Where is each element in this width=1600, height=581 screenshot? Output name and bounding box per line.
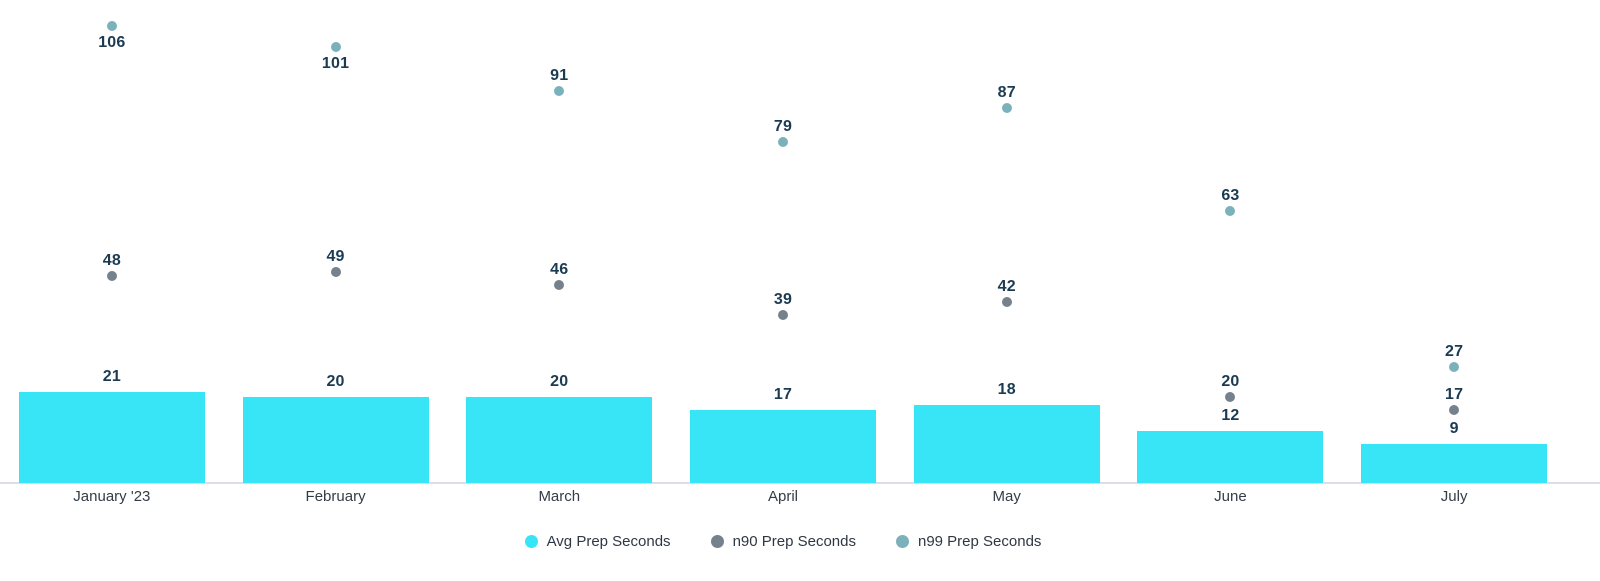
bar-january-23[interactable]: [18, 392, 205, 483]
legend-item-n90-prep-seconds[interactable]: n90 Prep Seconds: [710, 533, 856, 550]
bar-july[interactable]: [1361, 444, 1548, 483]
bar-may[interactable]: [913, 405, 1100, 483]
legend-label-n90-prep-seconds: n90 Prep Seconds: [732, 533, 856, 550]
bar-value-label: 12: [1221, 407, 1240, 425]
x-axis-label-april: April: [767, 488, 798, 505]
x-axis-label-june: June: [1214, 488, 1247, 505]
bar-value-label: 21: [102, 368, 121, 386]
legend-item-avg-prep-seconds[interactable]: Avg Prep Seconds: [524, 533, 671, 550]
bar-value-label: 20: [326, 372, 345, 390]
point-value-label: 91: [550, 66, 569, 84]
bar-value-label: 18: [997, 381, 1016, 399]
n90-point[interactable]: [106, 271, 117, 281]
x-axis-label-february: February: [305, 488, 366, 505]
legend-label-avg-prep-seconds: Avg Prep Seconds: [546, 533, 671, 550]
point-value-label: 79: [773, 118, 793, 136]
bar-april[interactable]: [690, 409, 876, 483]
n90-point[interactable]: [778, 309, 788, 320]
point-value-label: 17: [1445, 385, 1464, 403]
bar-value-label: 20: [550, 372, 569, 390]
n99-point[interactable]: [778, 137, 788, 148]
n99-point[interactable]: [106, 20, 117, 31]
point-value-label: 101: [321, 55, 350, 73]
bar-june[interactable]: [1137, 431, 1324, 483]
n90-point[interactable]: [554, 279, 565, 290]
point-value-label: 49: [326, 247, 345, 265]
legend: Avg Prep Seconds n90 Prep Seconds n99 Pr…: [0, 533, 1566, 550]
point-value-label: 48: [102, 252, 121, 269]
n90-point[interactable]: [1449, 404, 1460, 415]
x-axis-label-may: May: [992, 488, 1021, 505]
n90-point[interactable]: [330, 266, 341, 277]
x-axis-label-july: July: [1440, 488, 1468, 505]
point-value-label: 27: [1445, 342, 1464, 360]
x-axis-baseline: [0, 482, 1600, 484]
point-value-label: 20: [1221, 372, 1240, 390]
point-value-label: 63: [1221, 187, 1240, 205]
bar-march[interactable]: [466, 396, 653, 483]
n99-point[interactable]: [1001, 102, 1012, 113]
legend-item-n99-prep-seconds[interactable]: n99 Prep Seconds: [895, 533, 1042, 550]
n99-point[interactable]: [1449, 361, 1460, 372]
n90-prep-seconds-swatch-icon: [710, 535, 724, 548]
point-value-label: 106: [98, 33, 126, 51]
bar-value-label: 9: [1449, 420, 1459, 438]
point-value-label: 87: [997, 83, 1016, 101]
bar-value-label: 17: [773, 385, 793, 403]
bar-february[interactable]: [242, 396, 429, 483]
point-value-label: 46: [550, 260, 569, 278]
n99-prep-seconds-swatch-icon: [895, 535, 909, 548]
point-value-label: 39: [773, 290, 793, 308]
n99-point[interactable]: [554, 85, 565, 96]
n99-point[interactable]: [1225, 206, 1236, 217]
n99-point[interactable]: [330, 42, 341, 53]
n90-point[interactable]: [1001, 296, 1012, 307]
x-axis-label-march: March: [538, 488, 581, 505]
n90-point[interactable]: [1225, 391, 1236, 402]
avg-prep-seconds-swatch-icon: [524, 535, 538, 548]
x-axis-label-january-23: January '23: [73, 488, 151, 505]
legend-label-n99-prep-seconds: n99 Prep Seconds: [917, 533, 1042, 550]
point-value-label: 42: [997, 277, 1016, 295]
